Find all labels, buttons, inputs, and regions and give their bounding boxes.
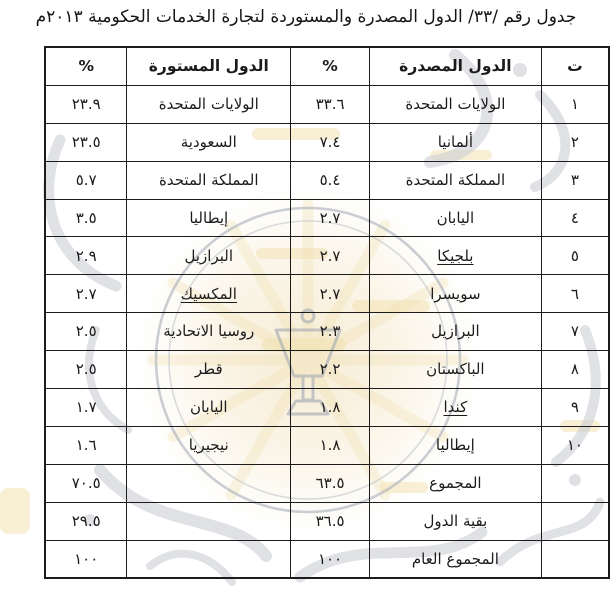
exporter-country-cell: كندا [368,388,542,427]
table-row: ٢ ألمانيا ٧.٤ السعودية ٢٣.٥ [44,122,610,162]
export-percent-cell: ٢.٧ [290,236,370,276]
export-percent-cell: ٦٣.٥ [290,463,370,503]
exporter-country-cell: بقية الدول [368,501,542,541]
export-percent-cell: ٣٣.٦ [290,84,370,124]
export-percent-cell: ٢.٢ [290,350,370,390]
import-percent-cell: ٣.٥ [44,198,128,238]
importer-country-cell: روسيا الاتحادية [126,312,292,352]
import-percent-cell: ٢.٧ [44,274,128,314]
importer-country-cell: المكسيك [126,274,292,314]
exporter-country-cell: المملكة المتحدة [368,160,542,200]
import-percent-cell: ٢.٩ [44,236,128,276]
table-row: ٧ البرازيل ٢.٣ روسيا الاتحادية ٢.٥ [44,312,610,352]
table-row: المجموع ٦٣.٥ ٧٠.٥ [44,463,610,503]
exporter-country-cell: بلجيكا [368,236,542,276]
exporter-country-cell: المجموع [368,463,542,503]
import-percent-cell: ١٠٠ [44,539,128,579]
row-index-cell: ٢ [540,122,610,162]
export-percent-cell: ١٠٠ [290,539,370,579]
exporter-country-cell: ألمانيا [368,122,542,162]
table-row: ٤ اليابان ٢.٧ إيطاليا ٣.٥ [44,198,610,238]
importer-country-cell [126,501,292,541]
importer-country-cell [126,539,292,579]
table-row: ٥ بلجيكا ٢.٧ البرازيل ٢.٩ [44,236,610,276]
import-percent-cell: ٥.٧ [44,160,128,200]
header-import-percent: % [44,46,128,86]
import-percent-cell: ٢٩.٥ [44,501,128,541]
row-index-cell: ٤ [540,198,610,238]
export-percent-cell: ٢.٧ [290,198,370,238]
row-index-cell [540,539,610,579]
exporter-country-cell: البرازيل [368,312,542,352]
row-index-cell: ٨ [540,350,610,390]
import-percent-cell: ٢٣.٩ [44,84,128,124]
exporter-country-cell: المجموع العام [368,539,542,579]
header-export-percent: % [290,46,370,86]
importer-country-cell: البرازيل [126,236,292,276]
row-index-cell: ٧ [540,312,610,352]
importer-country-cell: نيجيريا [126,425,292,465]
page-title: جدول رقم /٣٣/ الدول المصدرة والمستوردة ل… [35,7,577,27]
table-row: ١ الولايات المتحدة ٣٣.٦ الولايات المتحدة… [44,84,610,124]
importer-country-cell: الولايات المتحدة [126,84,292,124]
exporter-country-cell: اليابان [368,198,542,238]
table-body: ١ الولايات المتحدة ٣٣.٦ الولايات المتحدة… [44,84,610,579]
countries-trade-table: ت الدول المصدرة % الدول المستورة % ١ الو… [44,46,610,580]
export-percent-cell: ٧.٤ [290,122,370,162]
import-percent-cell: ٧٠.٥ [44,463,128,503]
table-row: ٣ المملكة المتحدة ٥.٤ المملكة المتحدة ٥.… [44,160,610,200]
importer-country-cell: اليابان [126,388,292,427]
export-percent-cell: ١.٨ [290,388,370,427]
row-index-cell: ٩ [540,388,610,427]
row-index-cell [540,501,610,541]
table-row: بقية الدول ٣٦.٥ ٢٩.٥ [44,501,610,541]
exporter-country-cell: إيطاليا [368,425,542,465]
export-percent-cell: ١.٨ [290,425,370,465]
row-index-cell: ١٠ [540,425,610,465]
row-index-cell: ٣ [540,160,610,200]
table-row: ٦ سويسرا ٢.٧ المكسيك ٢.٧ [44,274,610,314]
importer-country-cell: السعودية [126,122,292,162]
import-percent-cell: ٢.٥ [44,312,128,352]
importer-country-cell: إيطاليا [126,198,292,238]
importer-country-cell [126,463,292,503]
exporter-country-cell: الولايات المتحدة [368,84,542,124]
exporter-country-cell: سويسرا [368,274,542,314]
header-index: ت [540,46,610,86]
export-percent-cell: ٢.٣ [290,312,370,352]
import-percent-cell: ١.٦ [44,425,128,465]
import-percent-cell: ٢.٥ [44,350,128,390]
table-row: ٩ كندا ١.٨ اليابان ١.٧ [44,388,610,427]
table-row: المجموع العام ١٠٠ ١٠٠ [44,539,610,579]
header-importers: الدول المستورة [126,46,292,86]
exporter-country-cell: الباكستان [368,350,542,390]
row-index-cell [540,463,610,503]
export-percent-cell: ٣٦.٥ [290,501,370,541]
table-row: ٨ الباكستان ٢.٢ قطر ٢.٥ [44,350,610,390]
import-percent-cell: ١.٧ [44,388,128,427]
row-index-cell: ٦ [540,274,610,314]
export-percent-cell: ٢.٧ [290,274,370,314]
import-percent-cell: ٢٣.٥ [44,122,128,162]
export-percent-cell: ٥.٤ [290,160,370,200]
row-index-cell: ٥ [540,236,610,276]
table-header-row: ت الدول المصدرة % الدول المستورة % [44,46,610,86]
importer-country-cell: المملكة المتحدة [126,160,292,200]
header-exporters: الدول المصدرة [368,46,542,86]
importer-country-cell: قطر [126,350,292,390]
table-row: ١٠ إيطاليا ١.٨ نيجيريا ١.٦ [44,425,610,465]
row-index-cell: ١ [540,84,610,124]
